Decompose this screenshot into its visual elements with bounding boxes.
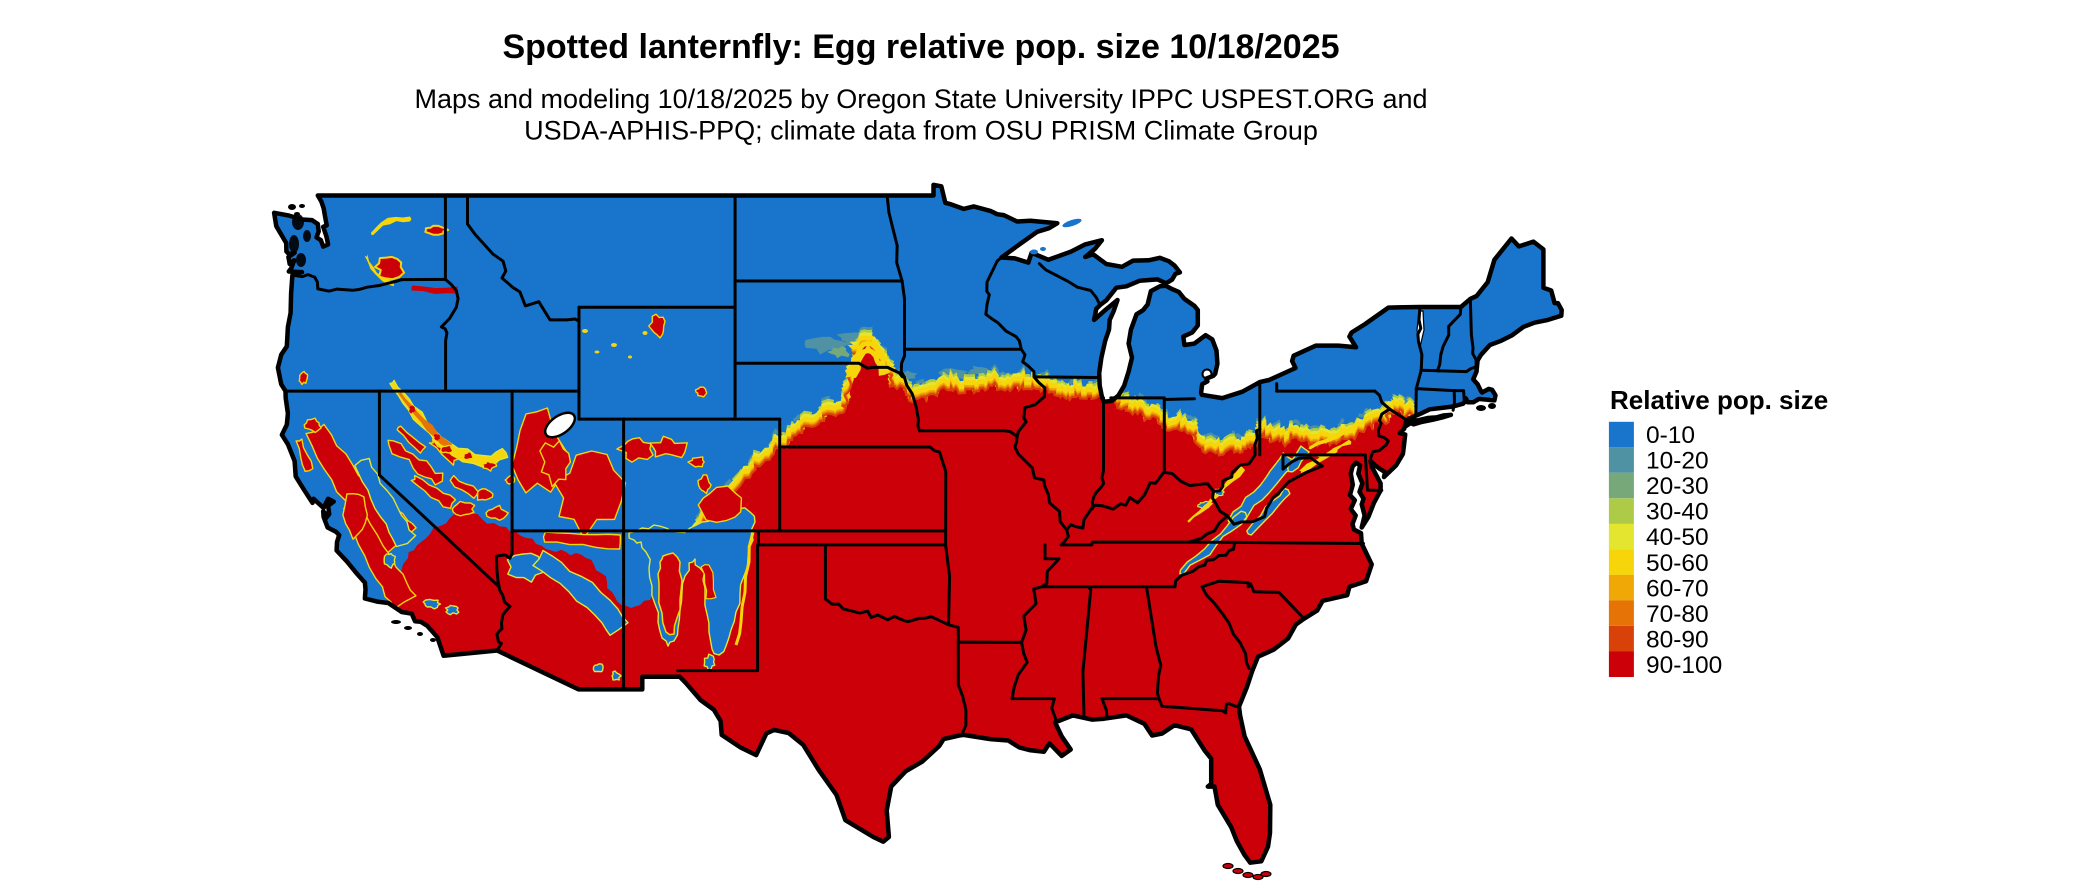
svg-text:40-50: 40-50 xyxy=(1646,524,1709,551)
svg-text:50-60: 50-60 xyxy=(1646,550,1709,577)
svg-text:0-10: 0-10 xyxy=(1646,422,1695,449)
svg-text:Relative pop. size: Relative pop. size xyxy=(1610,385,1828,415)
svg-text:90-100: 90-100 xyxy=(1646,652,1722,679)
svg-text:60-70: 60-70 xyxy=(1646,575,1709,602)
svg-text:80-90: 80-90 xyxy=(1646,626,1709,653)
svg-text:Spotted lanternfly: Egg relati: Spotted lanternfly: Egg relative pop. si… xyxy=(502,28,1339,66)
svg-text:USDA-APHIS-PPQ; climate data f: USDA-APHIS-PPQ; climate data from OSU PR… xyxy=(524,116,1318,146)
svg-text:Maps and modeling 10/18/2025 b: Maps and modeling 10/18/2025 by Oregon S… xyxy=(414,84,1427,114)
svg-text:30-40: 30-40 xyxy=(1646,499,1709,526)
svg-text:10-20: 10-20 xyxy=(1646,448,1709,475)
svg-text:20-30: 20-30 xyxy=(1646,473,1709,500)
svg-text:70-80: 70-80 xyxy=(1646,601,1709,628)
